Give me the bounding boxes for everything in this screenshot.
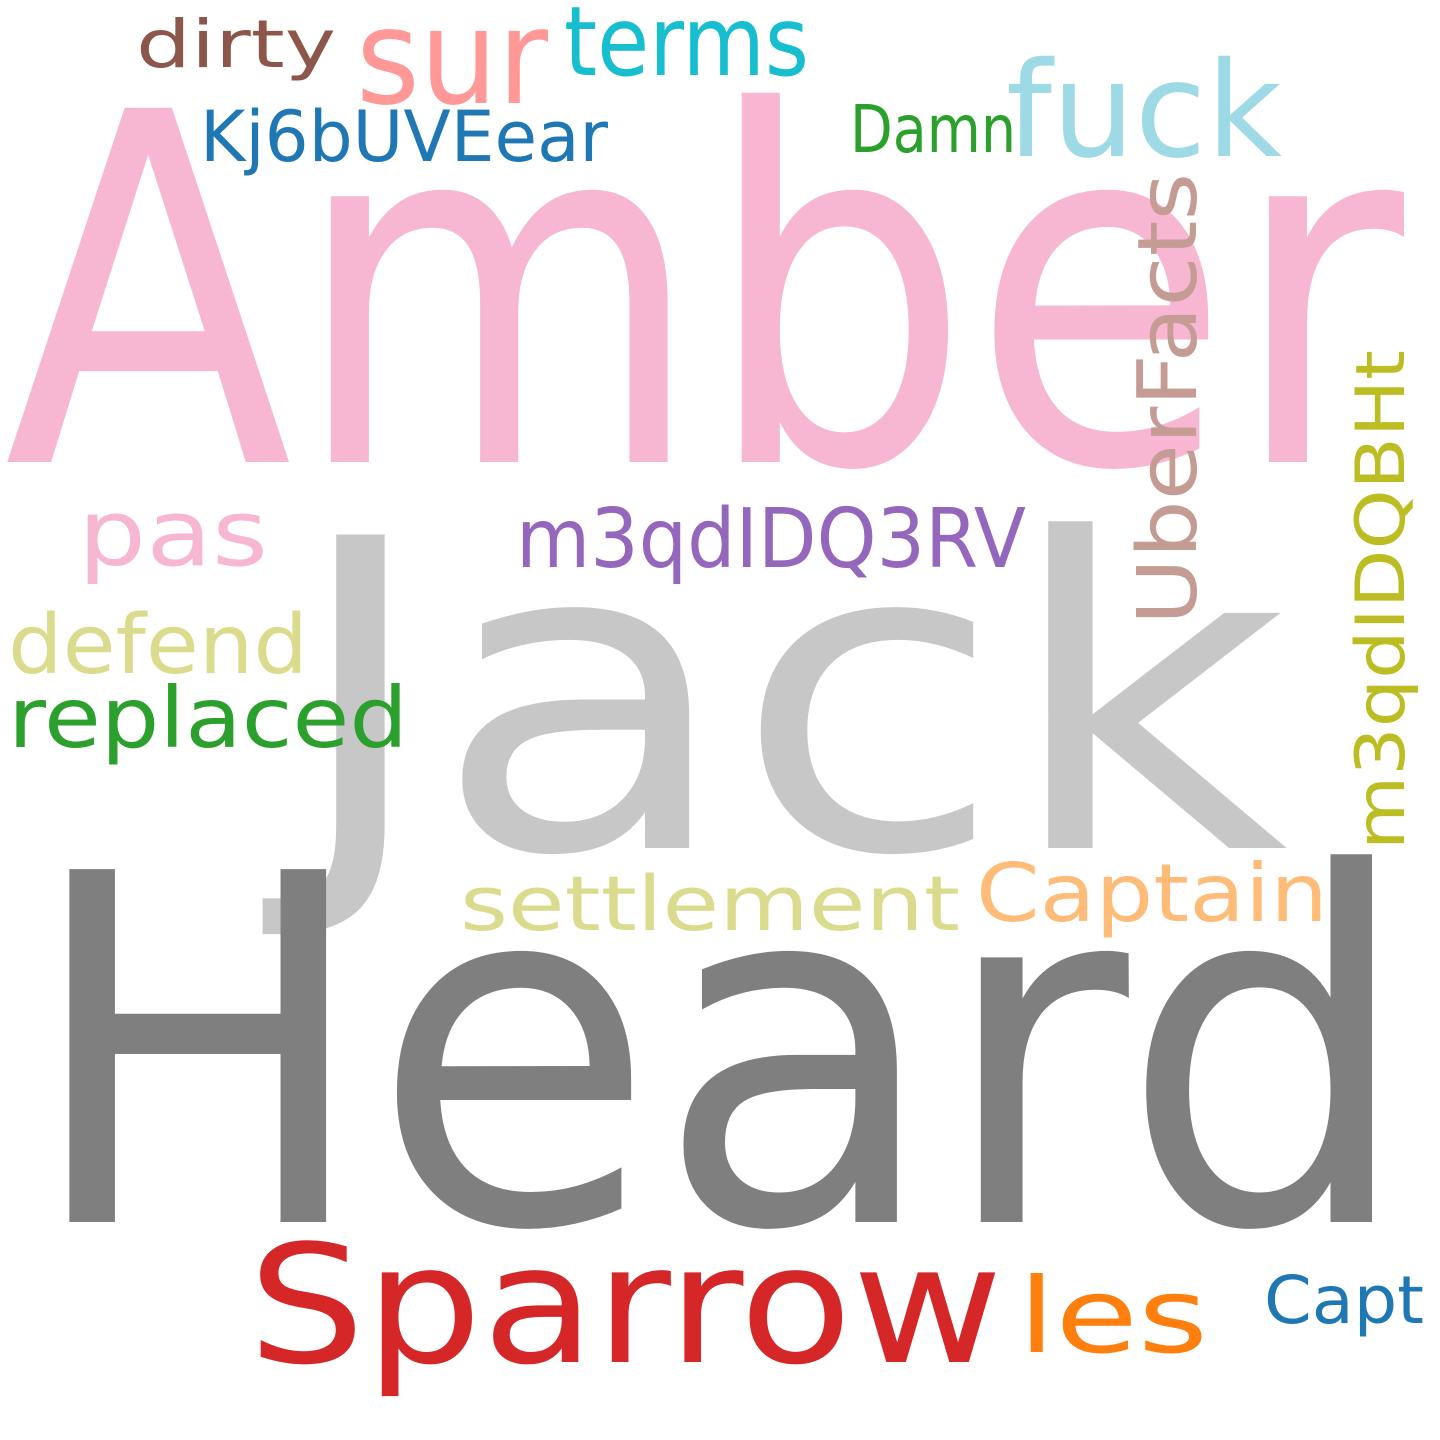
word-pas: pas [78, 480, 268, 587]
word-dirty: dirty [136, 6, 336, 83]
word-damn: Damn [850, 91, 1016, 168]
word-sparrow: Sparrow [248, 1210, 1003, 1401]
word-settlement: settlement [460, 859, 960, 948]
word-terms: terms [564, 0, 809, 98]
word-kj6buveear: Kj6bUVEear [200, 96, 608, 178]
word-m3qdidq3rv: m3qdIDQ3RV [516, 492, 1026, 587]
word-sur: sur [356, 0, 549, 135]
word-heard: Heard [24, 774, 1414, 1337]
word-defend: defend [8, 598, 308, 693]
word-replaced: replaced [8, 669, 408, 767]
word-m3qdidqbht: m3qdIDQBHt [1342, 350, 1421, 850]
word-fuck: fuck [1006, 34, 1283, 188]
word-les: les [1018, 1255, 1208, 1377]
word-jack: Jack [257, 450, 1288, 950]
word-amber: Amber [4, 11, 1409, 577]
word-captain: Captain [976, 847, 1328, 940]
word-capt: Capt [1264, 1262, 1424, 1339]
word-uberfacts: UberFacts [1121, 173, 1216, 625]
